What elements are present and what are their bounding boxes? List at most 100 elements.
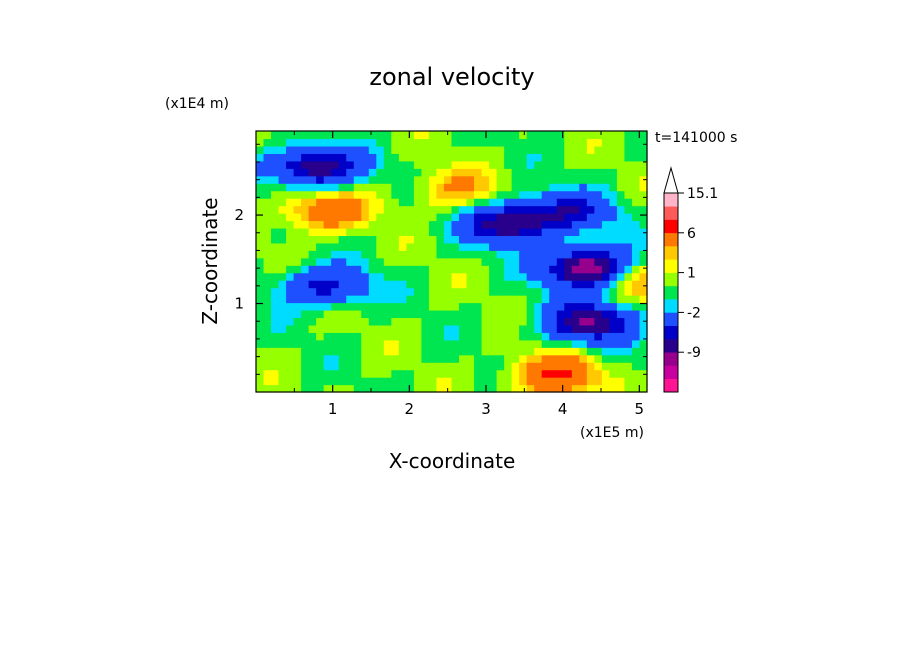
- field-cell: [271, 227, 280, 236]
- field-cell: [263, 309, 272, 319]
- field-cell: [368, 295, 377, 304]
- field-cell: [496, 272, 505, 281]
- field-cell: [301, 250, 310, 259]
- field-cell: [406, 332, 415, 341]
- field-cell: [436, 183, 445, 192]
- field-cell: [428, 220, 438, 229]
- field-cell: [293, 257, 302, 266]
- field-cell: [308, 138, 317, 147]
- field-cell: [571, 287, 580, 296]
- field-cell: [391, 317, 400, 326]
- field-cell: [564, 198, 573, 207]
- field-cell: [323, 324, 332, 333]
- field-cell: [481, 168, 490, 177]
- field-cell: [459, 213, 468, 222]
- field-cell: [346, 265, 355, 274]
- field-cell: [368, 354, 377, 363]
- field-cell: [451, 317, 460, 326]
- field-cell: [398, 250, 407, 259]
- field-cell: [316, 280, 325, 289]
- field-cell: [286, 280, 295, 289]
- field-cell: [376, 205, 385, 214]
- field-cell: [451, 153, 460, 162]
- field-cell: [256, 227, 265, 236]
- field-cell: [308, 362, 317, 371]
- field-cell: [271, 183, 280, 192]
- field-cell: [361, 339, 370, 348]
- field-cell: [428, 302, 438, 311]
- field-cell: [586, 131, 595, 140]
- field-cell: [256, 138, 265, 147]
- field-cell: [293, 354, 302, 363]
- field-cell: [459, 235, 468, 244]
- field-cell: [541, 235, 550, 244]
- field-cell: [616, 138, 626, 147]
- field-cell: [331, 287, 340, 296]
- field-cell: [406, 354, 415, 363]
- field-cell: [301, 280, 310, 289]
- field-cell: [361, 160, 370, 169]
- field-cell: [331, 257, 340, 266]
- field-cell: [286, 369, 295, 378]
- field-cell: [383, 145, 392, 154]
- field-cell: [571, 213, 580, 222]
- field-cell: [624, 287, 633, 296]
- field-cell: [413, 257, 423, 266]
- field-cell: [421, 205, 430, 214]
- field-cell: [466, 347, 475, 356]
- field-cell: [549, 220, 558, 229]
- field-cell: [571, 339, 580, 348]
- field-cell: [278, 377, 287, 386]
- field-cell: [624, 153, 633, 162]
- field-cell: [594, 332, 603, 341]
- field-cell: [474, 309, 483, 319]
- field-cell: [436, 384, 445, 393]
- field-cell: [466, 280, 475, 289]
- field-cell: [406, 205, 415, 214]
- field-cell: [256, 265, 265, 274]
- field-cell: [263, 227, 272, 236]
- field-cell: [451, 354, 460, 363]
- field-cell: [549, 235, 558, 244]
- field-cell: [256, 175, 265, 184]
- field-cell: [316, 198, 325, 207]
- field-cell: [271, 220, 280, 229]
- field-cell: [256, 287, 265, 296]
- field-cell: [519, 339, 528, 348]
- field-cell: [301, 362, 310, 371]
- field-cell: [338, 242, 347, 251]
- field-cell: [489, 175, 498, 184]
- field-cell: [338, 160, 347, 169]
- field-cell: [519, 168, 528, 177]
- field-cell: [624, 384, 633, 393]
- field-cell: [368, 175, 377, 184]
- field-cell: [301, 138, 310, 147]
- field-cell: [556, 175, 565, 184]
- field-cell: [368, 227, 377, 236]
- field-cell: [383, 250, 392, 259]
- field-cell: [534, 339, 543, 348]
- field-cell: [293, 242, 302, 251]
- field-cell: [541, 332, 550, 341]
- field-cell: [361, 183, 370, 192]
- field-cell: [293, 205, 302, 214]
- field-cell: [406, 369, 415, 378]
- field-cell: [338, 198, 347, 207]
- field-cell: [376, 213, 385, 222]
- field-cell: [436, 332, 445, 341]
- field-cell: [338, 235, 347, 244]
- field-cell: [474, 272, 483, 281]
- field-cell: [331, 317, 340, 326]
- field-cell: [511, 183, 520, 192]
- field-cell: [616, 354, 626, 363]
- field-cell: [474, 198, 483, 207]
- field-cell: [496, 160, 505, 169]
- field-cell: [301, 220, 310, 229]
- field-cell: [639, 280, 648, 289]
- field-cell: [601, 377, 610, 386]
- field-cell: [308, 227, 317, 236]
- field-cell: [549, 287, 558, 296]
- field-cell: [481, 317, 490, 326]
- field-cell: [451, 347, 460, 356]
- field-cell: [616, 309, 626, 319]
